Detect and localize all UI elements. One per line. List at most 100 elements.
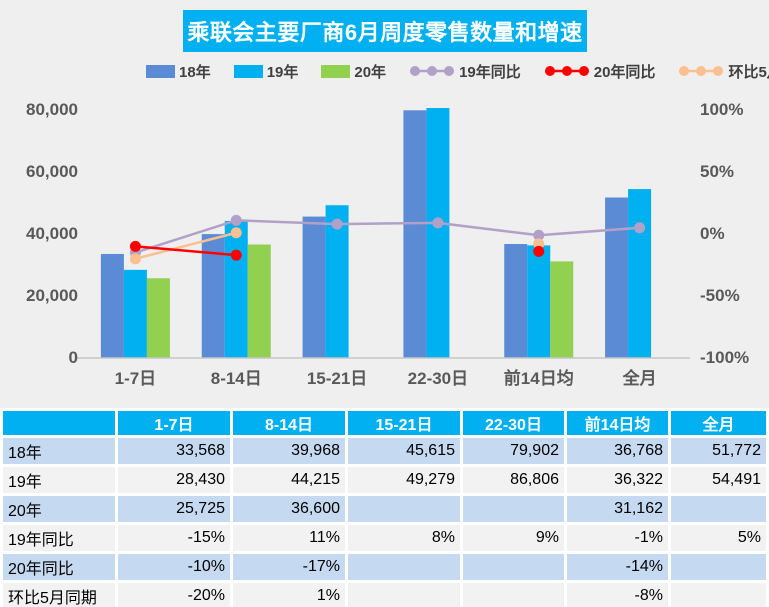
- legend-label-y18: 18年: [179, 63, 211, 81]
- line-yoy19: [135, 219, 640, 254]
- chart-legend: 18年 19年 20年 19年同比 20年同比 环比5月同期: [146, 59, 769, 83]
- category-label: 22-30日: [407, 369, 469, 388]
- table-cell: 25,725: [118, 496, 230, 522]
- legend-swatch-mom-may: [679, 66, 724, 76]
- table-cell: 33,568: [118, 438, 230, 464]
- table-row: 18年 33,568 39,968 45,615 79,902 36,768 51,772: [3, 438, 766, 464]
- marker-yoy19-15-21日: [331, 218, 343, 230]
- legend-swatch-y18: [146, 64, 175, 78]
- table-cell: [463, 583, 564, 607]
- left-axis-tick: 40,000: [26, 224, 78, 243]
- table-cell: 51,772: [671, 438, 766, 464]
- bar-y18-8-14日: [201, 234, 225, 358]
- table-cell: 31,162: [567, 496, 668, 522]
- bar-y18-22-30日: [403, 110, 427, 358]
- table-cell: -20%: [118, 583, 230, 607]
- table-cell: 39,968: [233, 438, 345, 464]
- legend-label-y19: 19年: [266, 63, 299, 81]
- table-cell: [463, 554, 564, 580]
- table-cell: [348, 583, 460, 607]
- row-label: 20年同比: [3, 554, 115, 580]
- row-label: 19年同比: [3, 525, 115, 551]
- table-cell: [463, 496, 564, 522]
- bar-y19-15-21日: [325, 205, 349, 358]
- legend-item-mom-may: 环比5月同期: [678, 61, 769, 82]
- left-axis-tick: 60,000: [26, 162, 78, 181]
- table-cell: -1%: [567, 525, 668, 551]
- marker-yoy19-前14日均: [533, 229, 545, 241]
- legend-label-yoy19: 19年同比: [459, 63, 521, 81]
- legend-label-y20: 20年: [354, 63, 387, 81]
- marker-mom-may-8-14日: [230, 227, 242, 239]
- table-cell: [348, 496, 460, 522]
- table-header-row: 1-7日 8-14日 15-21日 22-30日 前14日均 全月: [3, 411, 766, 435]
- bar-y20-8-14日: [247, 244, 271, 358]
- table-cell: 36,768: [567, 438, 668, 464]
- right-axis-tick: -100%: [700, 348, 750, 367]
- table-cell: 54,491: [671, 467, 766, 493]
- table-header-cell: 全月: [671, 411, 766, 435]
- bar-y19-22-30日: [426, 108, 450, 358]
- chart-plot: [75, 108, 690, 359]
- table-section: 1-7日 8-14日 15-21日 22-30日 前14日均 全月 18年 33,568 39…: [0, 408, 769, 607]
- chart-section: 乘联会主要厂商6月周度零售数量和增速 18年 19年 20年 19年同比 20年同比 环比…: [0, 0, 769, 408]
- marker-mom-may-1-7日: [129, 253, 141, 265]
- table-header-cell: 1-7日: [118, 411, 230, 435]
- row-label: 19年: [3, 467, 115, 493]
- legend-swatch-yoy19: [410, 66, 455, 76]
- marker-yoy19-22-30日: [432, 217, 444, 229]
- table-cell: 49,279: [348, 467, 460, 493]
- category-label: 1-7日: [114, 369, 157, 388]
- row-label: 18年: [3, 438, 115, 464]
- table-cell: -14%: [567, 554, 668, 580]
- category-label: 15-21日: [306, 369, 368, 388]
- row-label: 20年: [3, 496, 115, 522]
- bar-y18-前14日均: [504, 244, 528, 358]
- category-label: 全月: [622, 369, 657, 388]
- table-header-cell: 15-21日: [348, 411, 460, 435]
- bar-y19-8-14日: [224, 220, 248, 358]
- category-label: 8-14日: [210, 369, 262, 388]
- legend-label-yoy20: 20年同比: [593, 63, 656, 81]
- table-cell: 1%: [233, 583, 345, 607]
- table-header-corner: [3, 411, 115, 435]
- table-cell: 86,806: [463, 467, 564, 493]
- table-cell: -15%: [118, 525, 230, 551]
- legend-swatch-y20: [321, 64, 351, 78]
- table-cell: 45,615: [348, 438, 460, 464]
- legend-swatch-yoy20: [544, 66, 589, 76]
- row-label: 环比5月同期: [3, 583, 115, 607]
- table-cell: 28,430: [118, 467, 230, 493]
- legend-item-y19: 19年: [233, 61, 299, 82]
- right-axis-tick: 50%: [700, 162, 735, 181]
- table-cell: [671, 496, 766, 522]
- table-header-cell: 前14日均: [567, 411, 668, 435]
- table-header-cell: 8-14日: [233, 411, 345, 435]
- bar-y20-前14日均: [550, 261, 574, 358]
- table-cell: -10%: [118, 554, 230, 580]
- category-label: 前14日均: [503, 369, 574, 388]
- table-cell: 5%: [671, 525, 766, 551]
- marker-yoy19-8-14日: [230, 214, 242, 226]
- table-row: 19年同比 -15% 11% 8% 9% -1% 5%: [3, 525, 766, 551]
- table-cell: 11%: [233, 525, 345, 551]
- left-axis-tick: 20,000: [26, 286, 78, 305]
- table-cell: [671, 583, 766, 607]
- legend-item-y18: 18年: [146, 61, 211, 82]
- table-cell: 36,600: [233, 496, 345, 522]
- table-cell: [348, 554, 460, 580]
- marker-yoy19-全月: [634, 222, 646, 234]
- table-cell: -17%: [233, 554, 345, 580]
- table-row: 20年 25,725 36,600 31,162: [3, 496, 766, 522]
- left-axis-tick: 0: [68, 348, 78, 367]
- table-cell: [671, 554, 766, 580]
- legend-item-y20: 20年: [321, 61, 386, 82]
- table-row: 20年同比 -10% -17% -14%: [3, 554, 766, 580]
- legend-label-mom-may: 环比5月同期: [728, 63, 769, 81]
- table-cell: 36,322: [567, 467, 668, 493]
- table-cell: 9%: [463, 525, 564, 551]
- bar-y18-1-7日: [100, 253, 124, 358]
- bar-y20-1-7日: [146, 278, 170, 358]
- legend-swatch-y19: [233, 64, 263, 78]
